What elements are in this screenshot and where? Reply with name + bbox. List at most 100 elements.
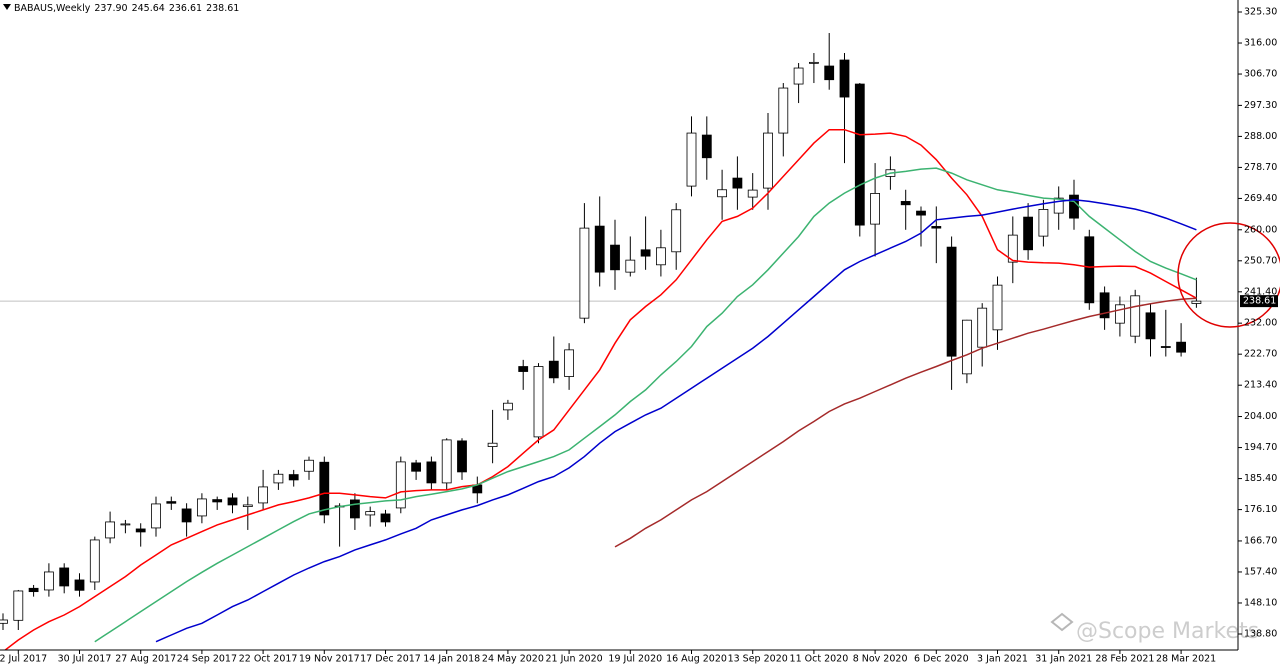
candle-body-down <box>349 499 360 519</box>
candle-body-up <box>89 539 100 583</box>
highlight-circle <box>1177 222 1280 328</box>
x-tick-label: 19 Jul 2020 <box>608 654 662 665</box>
candle-body-down <box>1099 292 1110 319</box>
x-tick-label: 6 Dec 2020 <box>914 654 969 665</box>
y-tick-label: 297.30 <box>1244 100 1277 111</box>
y-tick-label: 241.40 <box>1244 286 1277 297</box>
menu-triangle[interactable] <box>3 4 11 10</box>
candle-body-down <box>227 497 238 506</box>
candle-body-up <box>1038 209 1049 237</box>
candle-body-down <box>854 83 865 226</box>
x-tick-label: 13 Sep 2020 <box>728 654 788 665</box>
y-tick-label: 213.40 <box>1244 380 1277 391</box>
candle-body-up <box>717 189 727 198</box>
candle-body-down <box>640 249 651 257</box>
y-tick-label: 306.70 <box>1244 69 1277 80</box>
candle-body-up <box>395 461 406 509</box>
candle-body-up <box>686 132 697 187</box>
candle-body-down <box>839 59 850 98</box>
candle-body-up <box>502 402 513 411</box>
y-tick-label: 222.70 <box>1244 349 1277 360</box>
current-price-label: 238.61 <box>1243 296 1276 307</box>
candle-body-up <box>304 459 314 472</box>
candle-body-down <box>548 360 559 379</box>
x-tick-label: 2 Jul 2017 <box>0 654 47 665</box>
candle-body-down <box>59 567 70 587</box>
candle-body-up <box>977 307 988 348</box>
candle-body-up <box>962 319 972 375</box>
candle-body-down <box>28 587 39 593</box>
y-tick-label: 176.10 <box>1244 504 1277 515</box>
candle-body-down <box>1069 194 1079 219</box>
candle-body-up <box>1007 234 1018 263</box>
y-tick-label: 157.40 <box>1244 566 1277 577</box>
candle-body-up <box>13 590 24 621</box>
candle-body-up <box>273 473 284 484</box>
x-tick-label: 16 Aug 2020 <box>666 654 727 665</box>
y-tick-label: 325.30 <box>1244 7 1277 18</box>
candle-body-up <box>365 511 376 516</box>
high-label: 245.64 <box>132 3 165 14</box>
candle-body-up <box>579 227 590 319</box>
y-tick-label: 269.40 <box>1244 193 1277 204</box>
candle-body-down <box>1160 346 1171 348</box>
x-tick-label: 19 Nov 2017 <box>299 654 360 665</box>
candle-body-down <box>732 177 743 189</box>
candle-body-up <box>763 132 773 189</box>
x-tick-label: 31 Jan 2021 <box>1035 654 1092 665</box>
candle-body-down <box>610 244 620 271</box>
plot-area <box>0 33 1238 650</box>
candle-body-up <box>809 61 819 64</box>
candle-body-down <box>380 513 391 523</box>
candle-body-up <box>747 189 758 198</box>
y-tick-label: 232.00 <box>1244 318 1277 329</box>
candle-body-down <box>701 134 712 159</box>
candle-body-down <box>212 499 223 503</box>
y-tick-label: 148.10 <box>1244 597 1277 608</box>
candle-body-down <box>1084 236 1095 304</box>
y-tick-label: 194.70 <box>1244 442 1277 453</box>
chart-header: BABAUS,Weekly 237.90 245.64 236.61 238.61 <box>14 3 239 14</box>
candle-body-down <box>166 501 177 504</box>
candle-body-up <box>656 247 666 266</box>
x-tick-label: 21 Jun 2020 <box>546 654 603 665</box>
y-tick-label: 250.70 <box>1244 255 1277 266</box>
candle-body-up <box>441 439 452 484</box>
watermark-text: @Scope Markets <box>1076 619 1259 644</box>
y-tick-label: 204.00 <box>1244 411 1277 422</box>
candle-body-down <box>74 579 85 591</box>
x-tick-label: 30 Jul 2017 <box>58 654 112 665</box>
x-tick-label: 14 Jan 2018 <box>423 654 480 665</box>
candle-body-up <box>564 349 574 377</box>
candle-body-up <box>671 209 682 253</box>
y-tick-label: 166.70 <box>1244 535 1277 546</box>
candle-body-up <box>487 442 498 447</box>
candle-body-down <box>1023 216 1033 251</box>
low-label: 236.61 <box>169 3 202 14</box>
candle-body-down <box>946 246 957 357</box>
candle-body-down <box>900 201 911 206</box>
watermark: @Scope Markets <box>1050 612 1259 644</box>
x-tick-label: 8 Nov 2020 <box>853 654 908 665</box>
y-tick-label: 138.80 <box>1244 628 1277 639</box>
moving-average-line <box>155 199 1197 643</box>
moving-average-line <box>614 297 1197 548</box>
candle-body-down <box>457 440 467 473</box>
current-price-box <box>1240 295 1278 308</box>
x-tick-label: 27 Aug 2017 <box>115 654 176 665</box>
candle-body-down <box>824 65 835 81</box>
y-tick-label: 278.70 <box>1244 162 1277 173</box>
candle-body-down <box>319 461 330 516</box>
candle-body-down <box>931 226 942 229</box>
candle-body-up <box>0 619 8 624</box>
x-tick-label: 24 May 2020 <box>482 654 544 665</box>
candle-body-up <box>625 259 636 273</box>
moving-average-line <box>94 167 1197 643</box>
symbol: BABAUS,Weekly <box>14 3 91 14</box>
x-tick-label: 3 Jan 2021 <box>977 654 1028 665</box>
candle-body-up <box>120 523 131 526</box>
candle-body-down <box>411 462 422 472</box>
candle-body-up <box>242 504 253 507</box>
